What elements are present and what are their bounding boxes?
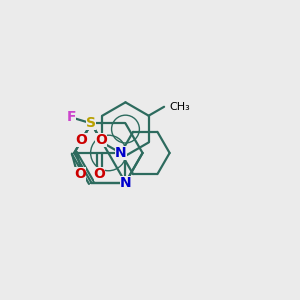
Text: O: O [76, 133, 88, 147]
Text: O: O [74, 167, 86, 181]
Text: S: S [86, 116, 96, 130]
Text: N: N [120, 176, 131, 190]
Text: O: O [94, 167, 105, 181]
Text: CH₃: CH₃ [169, 102, 190, 112]
Text: O: O [95, 133, 107, 147]
Text: N: N [115, 146, 127, 160]
Text: F: F [67, 110, 76, 124]
